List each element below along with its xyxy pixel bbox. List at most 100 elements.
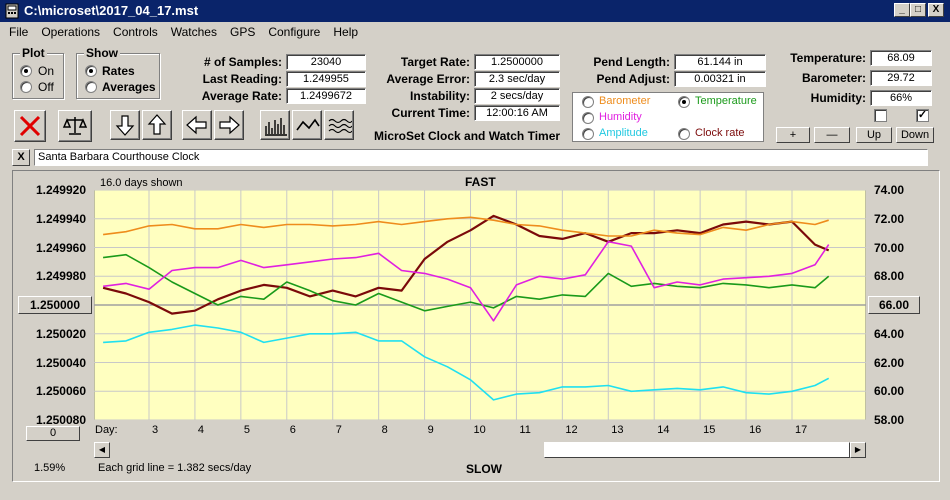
plot-series [102,214,830,401]
arrow-left-icon [186,115,207,135]
clock-rate-radio[interactable] [678,128,690,140]
close-button[interactable]: X [928,3,944,17]
menu-configure[interactable]: Configure [268,25,321,39]
plot-on-radio[interactable] [20,65,32,77]
left-tick-label: 1.250080 [35,413,86,427]
last-reading-value: 1.249955 [286,71,366,87]
average-rate-value: 1.2499672 [286,88,366,104]
scroll-right-arrow[interactable]: ▶ [850,442,866,458]
sensor-checkbox-2[interactable]: ✓ [916,109,929,122]
right-tick-label: 72.00 [874,211,905,226]
amplitude-option: Amplitude [599,127,648,139]
series-temperature [102,253,830,312]
right-tick-label: 60.00 [874,384,905,399]
series-clock-rate [102,214,830,315]
arrow-up-button[interactable] [142,110,172,140]
maximize-button[interactable]: □ [910,3,926,17]
day-tick-label: 10 [473,424,486,436]
wave-graph-button[interactable] [324,110,354,140]
clock-name-field[interactable]: Santa Barbara Courthouse Clock [34,149,928,166]
pend-adjust-value: 0.00321 in [674,71,766,87]
right-tick-label: 68.00 [874,269,905,284]
down-button[interactable]: Down [896,127,934,143]
plot-off-label: Off [38,80,54,94]
average-error-label: Average Error: [386,72,470,86]
day-tick-label: 12 [565,424,578,436]
last-reading-label: Last Reading: [202,72,282,86]
barometer-value: 29.72 [870,70,932,86]
balance-button[interactable] [58,110,92,142]
app-title-label: MicroSet Clock and Watch Timer [374,129,561,143]
line-graph-button[interactable] [292,110,322,140]
menu-file[interactable]: File [9,25,29,39]
red-x-icon [19,115,41,137]
chart-panel [12,170,940,482]
day-tick-label: 11 [519,424,531,436]
arrow-down-button[interactable] [110,110,140,140]
day-tick-label: 3 [152,424,159,436]
day-tick-label: 7 [335,424,342,436]
pend-length-label: Pend Length: [593,55,670,69]
day-axis-label: Day: [95,424,118,436]
average-error-value: 2.3 sec/day [474,71,560,87]
left-tick-label: 1.249920 [35,183,86,197]
menu-operations[interactable]: Operations [41,25,101,39]
temperature-radio[interactable] [678,96,690,108]
decrease-button[interactable]: — [814,127,850,143]
fast-label: FAST [465,175,496,189]
right-axis-center-button[interactable]: 66.00 [868,296,920,314]
day-tick-label: 13 [611,424,624,436]
show-averages-radio[interactable] [85,81,97,93]
instability-label: Instability: [409,89,470,103]
day-tick-label: 16 [749,424,762,436]
zero-button[interactable]: 0 [26,426,80,441]
day-tick-label: 6 [289,424,296,436]
title-bar: C:\microset\2017_04_17.mst _ □ X [0,0,950,22]
amplitude-radio[interactable] [582,128,594,140]
minimize-button[interactable]: _ [894,3,910,17]
app-icon [5,3,19,19]
scroll-left-arrow[interactable]: ◀ [94,442,110,458]
humidity-radio[interactable] [582,112,594,124]
left-tick-label: 1.250060 [35,384,86,399]
day-tick-label: 5 [243,424,250,436]
sensor-checkbox-1[interactable] [874,109,887,122]
barometer-radio[interactable] [582,96,594,108]
scrollbar-track[interactable] [110,442,544,458]
day-tick-label: 17 [795,424,808,436]
barometer-label: Barometer: [801,71,866,85]
menu-help[interactable]: Help [333,25,359,39]
scrollbar-thumb[interactable] [544,442,850,458]
right-tick-label: 58.00 [874,413,905,427]
temperature-value: 68.09 [870,50,932,66]
menu-gps[interactable]: GPS [229,25,256,39]
clear-clock-button[interactable]: X [12,149,30,166]
series-humidity [102,240,830,322]
plot-on-label: On [38,64,55,78]
plot-off-radio[interactable] [20,81,32,93]
up-button[interactable]: Up [856,127,892,143]
series-amplitude [103,324,830,401]
day-tick-label: 14 [657,424,670,436]
bar-graph-button[interactable] [260,110,290,140]
grid-note-label: Each grid line = 1.382 secs/day [98,462,252,474]
menu-controls[interactable]: Controls [113,25,158,39]
average-rate-label: Average Rate: [201,89,282,103]
left-tick-label: 1.250040 [35,355,86,370]
stop-button[interactable] [14,110,46,142]
show-rates-radio[interactable] [85,65,97,77]
left-tick-label: 1.250020 [35,326,86,341]
day-tick-label: 9 [427,424,434,436]
increase-button[interactable]: + [776,127,810,143]
right-tick-label: 62.00 [874,355,905,370]
arrow-right-button[interactable] [214,110,244,140]
day-tick-label: 8 [381,424,388,436]
show-averages-label: Averages [102,80,156,94]
menu-watches[interactable]: Watches [170,25,217,39]
arrow-left-button[interactable] [182,110,212,140]
bar-graph-icon [265,118,287,136]
balance-scale-icon [62,117,88,135]
day-tick-label: 4 [197,424,205,436]
left-axis-center-button[interactable]: 1.250000 [18,296,92,314]
series-barometer [102,216,829,237]
